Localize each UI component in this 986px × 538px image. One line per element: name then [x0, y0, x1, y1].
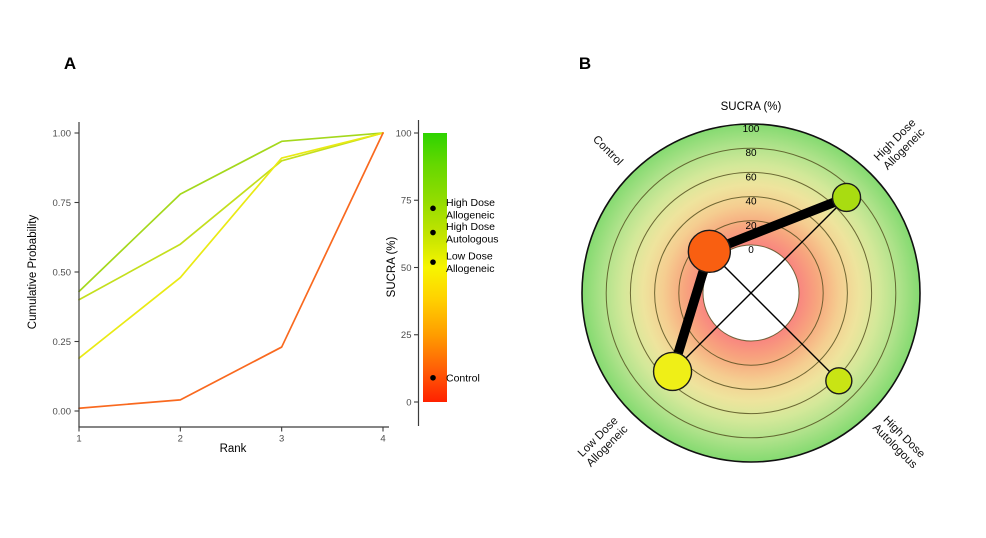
- panel-b-title: SUCRA (%): [721, 101, 782, 113]
- radial-tick-label-100: 100: [743, 124, 760, 135]
- grid-ring-40: [654, 196, 848, 390]
- line-high-dose-autologous: [78, 132, 384, 301]
- colorbar-title: SUCRA (%): [386, 236, 398, 297]
- radial-tick-label-60: 60: [745, 172, 757, 183]
- radial-tick-label-80: 80: [745, 148, 757, 159]
- node-control: [687, 229, 732, 274]
- legend-label-high-dose-allogeneic: Allogeneic: [446, 209, 494, 221]
- line-high-dose-allogeneic: [78, 132, 384, 293]
- x-tick-label: 2: [178, 434, 183, 445]
- legend-label-high-dose-allogeneic: High Dose: [446, 197, 495, 209]
- x-tick-label: 4: [380, 434, 385, 445]
- sucra-dot-control: [430, 374, 436, 381]
- colorbar-tick-label: 50: [401, 263, 412, 274]
- panel-b-label: B: [579, 54, 591, 73]
- radial-tick-label-0: 0: [748, 245, 754, 256]
- colorbar-tick-label: 25: [401, 330, 412, 341]
- y-tick-label: 0.75: [53, 198, 72, 209]
- sucra-dot-high-dose-allogeneic: [430, 205, 436, 212]
- node-high-dose-allogeneic: [831, 182, 862, 213]
- colorbar-gradient: [423, 133, 447, 402]
- legend-label-low-dose-allogeneic: Allogeneic: [446, 263, 494, 275]
- legend-label-control: Control: [446, 372, 480, 384]
- radial-tick-label-20: 20: [745, 221, 757, 232]
- radial-grid-rings: [581, 123, 921, 463]
- node-label-control: Control: [590, 134, 625, 169]
- node-label-line: Control: [590, 134, 625, 169]
- node-low-dose-allogeneic: [652, 351, 693, 392]
- panel-a-label: A: [64, 54, 76, 73]
- grid-ring-100: [581, 123, 921, 463]
- legend-label-high-dose-autologous: High Dose: [446, 221, 495, 233]
- grid-ring-60: [629, 171, 873, 415]
- node-high-dose-autologous: [825, 367, 853, 395]
- edge-control--high-dose-allogeneic: [707, 193, 849, 256]
- line-control: [78, 132, 384, 410]
- y-axis-title: Cumulative Probability: [27, 215, 39, 330]
- edge-control--high-dose-autologous: [708, 250, 840, 382]
- y-axis-ticks: 1.00 0.75 0.50 0.25 0.00: [53, 128, 79, 417]
- line-low-dose-allogeneic: [78, 132, 384, 360]
- x-axis-title: Rank: [220, 443, 247, 455]
- x-axis-ticks: 1 2 3 4: [76, 427, 386, 445]
- colorbar-tick-label: 0: [406, 397, 411, 408]
- y-tick-label: 0.00: [53, 406, 72, 417]
- y-tick-label: 0.50: [53, 267, 72, 278]
- panel-a-line-chart: 1.00 0.75 0.50 0.25 0.00 1 2 3 4 Rank Cumulativ…: [27, 122, 389, 455]
- grid-ring-20: [678, 220, 824, 366]
- edge-high-dose-allogeneic--low-dose-allogeneic: [672, 196, 848, 372]
- y-tick-label: 0.25: [53, 337, 72, 348]
- radial-axis-tick-labels: 100 80 60 40 20 0: [743, 124, 760, 256]
- x-tick-label: 1: [76, 434, 81, 445]
- radial-tick-label-40: 40: [745, 197, 757, 208]
- cumulative-probability-lines: [78, 132, 384, 410]
- colorbar-tick-label: 75: [401, 196, 412, 207]
- sucra-dot-high-dose-autologous: [430, 229, 436, 236]
- grid-ring-0: [702, 244, 800, 342]
- legend-label-high-dose-autologous: Autologous: [446, 234, 499, 246]
- colorbar-ticks: 100 75 50 25 0: [396, 128, 419, 408]
- x-tick-label: 3: [279, 434, 284, 445]
- colorbar-tick-label: 100: [396, 128, 412, 139]
- sucra-dot-low-dose-allogeneic: [430, 259, 436, 265]
- grid-ring-80: [605, 147, 897, 439]
- network-nodes: [652, 182, 862, 395]
- y-tick-label: 1.00: [53, 128, 72, 139]
- legend-label-low-dose-allogeneic: Low Dose: [446, 251, 493, 263]
